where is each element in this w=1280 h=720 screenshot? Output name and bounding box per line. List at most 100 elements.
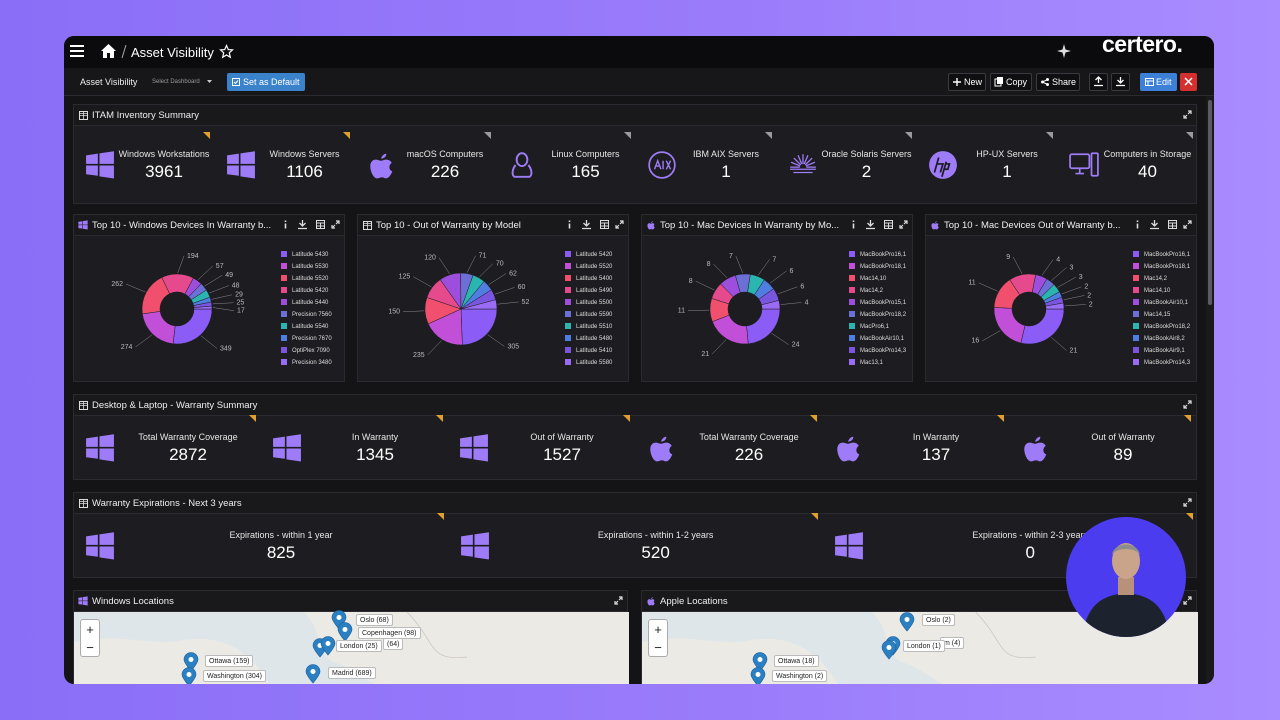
kpi-value: 1527 xyxy=(543,445,581,464)
copy-button-label[interactable]: Copy xyxy=(1006,77,1028,87)
menu-button[interactable] xyxy=(70,45,84,57)
kpi-card: Expirations - within 1-2 years 520 xyxy=(556,520,756,572)
table-button[interactable] xyxy=(1168,220,1177,229)
expand-button[interactable] xyxy=(615,220,624,229)
edit-button-label[interactable]: Edit xyxy=(1156,77,1172,87)
solaris-logo xyxy=(790,161,800,167)
storage-logo xyxy=(1068,153,1090,170)
pie-slice xyxy=(1020,308,1065,345)
shape xyxy=(811,513,819,520)
windows-logo xyxy=(239,151,255,164)
expand-button[interactable] xyxy=(1183,400,1192,409)
expand-button[interactable] xyxy=(899,220,908,229)
windows-logo xyxy=(99,434,114,447)
shape xyxy=(1150,220,1159,230)
shape xyxy=(310,669,316,674)
win-icon xyxy=(460,532,489,560)
map-marker[interactable] xyxy=(320,636,336,656)
shape xyxy=(997,77,1003,84)
map-marker[interactable] xyxy=(183,652,199,672)
windows-logo xyxy=(226,165,239,176)
favorite-button[interactable] xyxy=(219,44,234,59)
windows-logo xyxy=(460,546,473,557)
legend-swatch xyxy=(565,323,571,329)
legend-swatch xyxy=(849,347,855,353)
map-marker[interactable] xyxy=(750,667,766,684)
new-button-label[interactable]: New xyxy=(964,77,983,87)
expand-button[interactable] xyxy=(1183,220,1192,229)
map-marker[interactable] xyxy=(337,622,353,642)
info-button[interactable] xyxy=(565,220,574,229)
download-button[interactable] xyxy=(582,220,591,230)
legend-swatch xyxy=(1133,311,1139,317)
legend-swatch xyxy=(849,275,855,281)
slice-label: 24 xyxy=(792,342,800,349)
zoom-button[interactable]: + xyxy=(654,621,662,637)
zoom-button[interactable]: − xyxy=(654,639,662,655)
info-button[interactable] xyxy=(1133,220,1142,229)
legend-swatch xyxy=(849,287,855,293)
expand-button[interactable] xyxy=(1183,498,1192,507)
zoom-button[interactable]: − xyxy=(86,639,94,655)
slice-label: 274 xyxy=(121,344,133,351)
set-default-button-label[interactable]: Set as Default xyxy=(243,77,300,87)
set-default-button[interactable] xyxy=(227,73,305,91)
download-button[interactable] xyxy=(866,220,875,230)
map-marker[interactable] xyxy=(181,667,197,684)
download-button[interactable] xyxy=(298,220,307,230)
table-button[interactable] xyxy=(600,220,609,229)
table-button[interactable] xyxy=(316,220,325,229)
expand-button[interactable] xyxy=(614,596,623,605)
map-marker[interactable] xyxy=(899,612,915,632)
marker-label: (64) xyxy=(383,638,404,650)
share-button-label[interactable]: Share xyxy=(1052,77,1077,87)
ai-button[interactable] xyxy=(1057,44,1071,58)
leader-line xyxy=(771,333,789,345)
expand-button[interactable] xyxy=(331,220,340,229)
legend-label: MacBookPro14,3 xyxy=(1144,360,1191,366)
shape xyxy=(1145,78,1154,86)
apple-icon xyxy=(647,597,655,606)
legend-swatch xyxy=(281,299,287,305)
leader-line xyxy=(197,265,213,280)
zoom-button[interactable]: + xyxy=(86,621,94,637)
table-button[interactable] xyxy=(884,220,893,229)
download-button[interactable] xyxy=(1150,220,1159,230)
expand-button[interactable] xyxy=(1183,110,1192,119)
legend-label: Latitude 5540 xyxy=(292,324,329,330)
legend-label: Latitude 5530 xyxy=(292,264,329,270)
windows-logo xyxy=(99,165,114,179)
info-button[interactable] xyxy=(849,220,858,229)
edit-button[interactable] xyxy=(1140,73,1177,91)
dashboard-select[interactable]: Select Dashboard xyxy=(152,79,200,85)
info-button[interactable] xyxy=(281,220,290,229)
legend-label: Latitude 5420 xyxy=(292,288,329,294)
map-marker[interactable] xyxy=(752,652,768,672)
shape xyxy=(905,132,912,139)
map-marker[interactable] xyxy=(305,664,321,684)
share-button[interactable] xyxy=(1036,73,1080,91)
slice-label: 70 xyxy=(496,261,504,268)
card-flag xyxy=(810,415,817,422)
kpi-label: Expirations - within 1-2 years xyxy=(597,530,714,540)
shape xyxy=(899,220,908,229)
expand-button[interactable] xyxy=(1183,596,1192,605)
home-button[interactable] xyxy=(101,44,116,58)
kpi-card: Out of Warranty 1527 xyxy=(497,422,627,474)
new-button[interactable] xyxy=(948,73,986,91)
win-icon xyxy=(78,220,88,230)
kpi-value: 3961 xyxy=(145,162,183,181)
shape xyxy=(614,596,623,605)
kpi-label: Out of Warranty xyxy=(530,432,594,442)
marker-label: Washington (2) xyxy=(772,670,828,682)
legend-label: Precision 3480 xyxy=(292,360,332,366)
pie-chart: 4332222191116MacBookPro16,1MacBookPro18,… xyxy=(968,251,1191,366)
legend-swatch xyxy=(565,335,571,341)
leader-line xyxy=(494,287,515,295)
map-marker[interactable] xyxy=(881,640,897,660)
apple-icon xyxy=(837,436,860,462)
slice-label: 8 xyxy=(689,278,693,285)
apple-logo xyxy=(837,436,860,462)
shape xyxy=(207,80,212,83)
